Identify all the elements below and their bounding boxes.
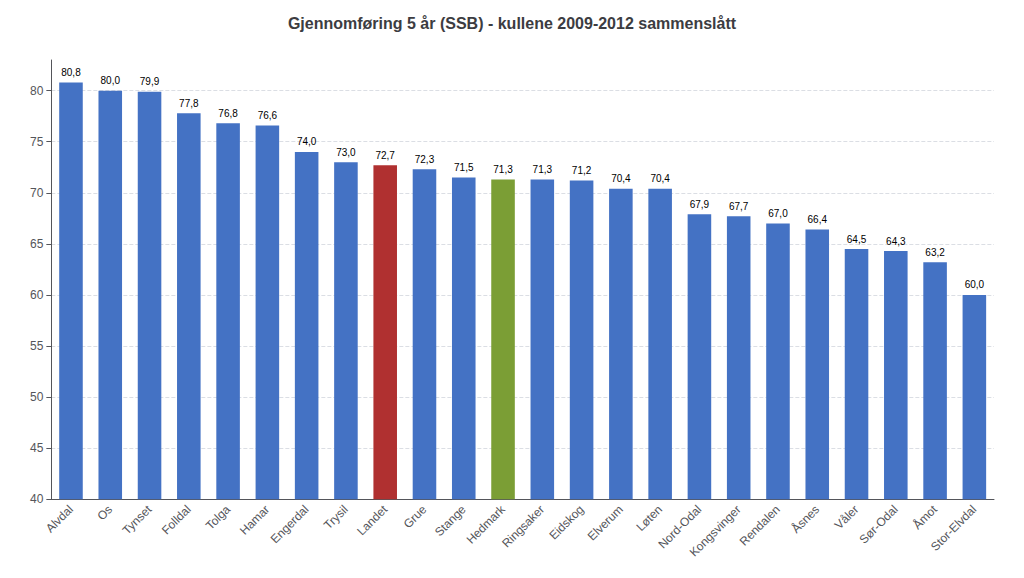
svg-text:Folldal: Folldal [159, 502, 194, 537]
svg-text:66,4: 66,4 [808, 214, 828, 225]
svg-text:80,0: 80,0 [101, 75, 121, 86]
svg-text:Åmot: Åmot [910, 501, 941, 532]
svg-text:Elverum: Elverum [585, 502, 626, 543]
svg-text:73,0: 73,0 [336, 147, 356, 158]
svg-text:70: 70 [30, 186, 44, 200]
svg-text:60: 60 [30, 288, 44, 302]
svg-text:75: 75 [30, 135, 44, 149]
svg-text:Kongsvinger: Kongsvinger [687, 502, 744, 559]
svg-text:79,9: 79,9 [140, 76, 160, 87]
svg-text:Åsnes: Åsnes [788, 502, 822, 536]
svg-text:55: 55 [30, 339, 44, 353]
svg-text:67,7: 67,7 [729, 201, 749, 212]
svg-text:Landet: Landet [354, 502, 390, 538]
svg-text:67,0: 67,0 [768, 208, 788, 219]
svg-text:71,5: 71,5 [454, 162, 474, 173]
svg-text:40: 40 [30, 492, 44, 506]
svg-text:Alvdal: Alvdal [43, 502, 76, 535]
svg-text:80: 80 [30, 84, 44, 98]
svg-text:64,5: 64,5 [847, 234, 867, 245]
svg-text:Løten: Løten [634, 502, 666, 534]
svg-text:Grue: Grue [401, 502, 430, 531]
svg-text:76,6: 76,6 [258, 110, 278, 121]
svg-text:76,8: 76,8 [218, 108, 238, 119]
svg-text:67,9: 67,9 [690, 199, 710, 210]
svg-text:71,3: 71,3 [533, 164, 553, 175]
svg-text:Trysil: Trysil [321, 502, 351, 532]
svg-text:65: 65 [30, 237, 44, 251]
svg-text:71,2: 71,2 [572, 165, 592, 176]
svg-text:60,0: 60,0 [965, 279, 985, 290]
svg-text:Stor-Elvdal: Stor-Elvdal [928, 502, 979, 553]
svg-text:Tolga: Tolga [203, 502, 233, 532]
svg-text:Hedmark: Hedmark [463, 502, 508, 547]
svg-text:50: 50 [30, 390, 44, 404]
svg-text:77,8: 77,8 [179, 98, 199, 109]
svg-text:Rendalen: Rendalen [737, 502, 783, 548]
svg-text:80,8: 80,8 [61, 67, 81, 78]
svg-text:64,3: 64,3 [886, 236, 906, 247]
svg-text:Gjennomføring 5 år (SSB) - kul: Gjennomføring 5 år (SSB) - kullene 2009-… [288, 15, 737, 32]
svg-text:Stange: Stange [432, 502, 469, 539]
svg-text:Engerdal: Engerdal [268, 502, 312, 546]
svg-text:Våler: Våler [832, 502, 862, 532]
svg-text:Sør-Odal: Sør-Odal [856, 502, 900, 546]
svg-text:Hamar: Hamar [237, 502, 272, 537]
svg-text:45: 45 [30, 441, 44, 455]
svg-text:70,4: 70,4 [611, 173, 631, 184]
svg-text:71,3: 71,3 [493, 164, 513, 175]
svg-text:Nord-Odal: Nord-Odal [655, 502, 705, 552]
svg-text:72,3: 72,3 [415, 154, 435, 165]
svg-text:70,4: 70,4 [650, 173, 670, 184]
svg-text:Eidskog: Eidskog [546, 502, 586, 542]
svg-text:63,2: 63,2 [925, 247, 945, 258]
svg-text:Os: Os [94, 502, 115, 523]
svg-text:74,0: 74,0 [297, 136, 317, 147]
svg-text:Ringsaker: Ringsaker [499, 502, 547, 550]
svg-text:72,7: 72,7 [375, 150, 395, 161]
svg-text:Tynset: Tynset [120, 502, 155, 537]
